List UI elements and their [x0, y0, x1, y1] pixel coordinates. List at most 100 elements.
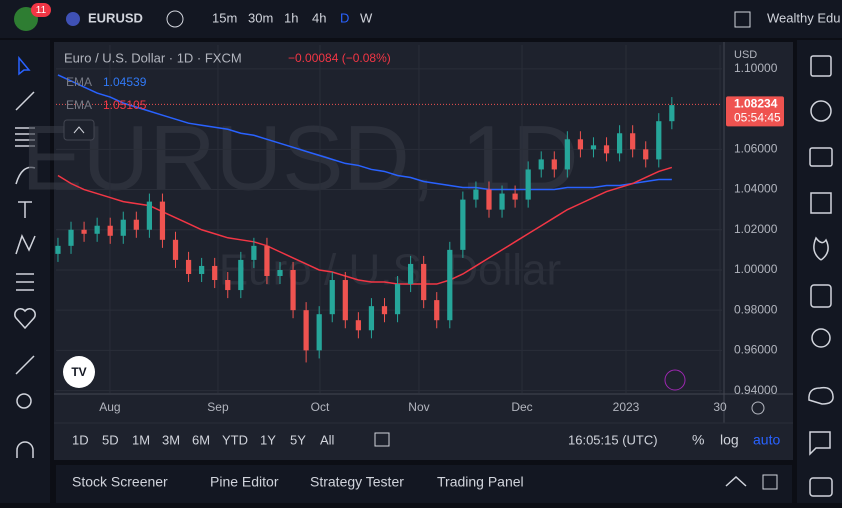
candle-body: [434, 300, 440, 321]
interval[interactable]: 30m: [248, 10, 273, 25]
price-label: 1.08234: [734, 97, 778, 111]
tool-icons: [14, 55, 36, 458]
candle-body: [225, 280, 231, 291]
candle-body: [564, 139, 570, 170]
candle-body: [538, 159, 544, 170]
candle-body: [133, 219, 139, 230]
candle-body: [603, 145, 610, 154]
candle-body: [447, 249, 453, 321]
watermark: EURUSD, 1D: [21, 107, 578, 209]
top-bar: [0, 0, 842, 38]
bottom-panel: [56, 465, 792, 503]
legend-name: EMA: [66, 98, 92, 112]
candle-body: [408, 263, 414, 285]
panel-tab[interactable]: Stock Screener: [72, 474, 168, 490]
candle-body: [316, 314, 322, 351]
checkbox[interactable]: [734, 11, 751, 28]
x-tick-label: Oct: [311, 400, 330, 414]
right-sidebar: [797, 40, 842, 503]
candle-body: [512, 193, 518, 200]
settings-icon[interactable]: [751, 401, 765, 415]
candle-body: [355, 320, 361, 331]
candle-body: [421, 263, 427, 301]
candle-body: [551, 159, 557, 170]
candle-body: [172, 239, 179, 260]
scale-option[interactable]: auto: [753, 432, 780, 448]
candle-body: [238, 259, 244, 291]
countdown: 05:54:45: [734, 111, 781, 125]
candle-body: [251, 245, 257, 260]
candle-body: [616, 133, 623, 154]
interval[interactable]: 15m: [212, 10, 237, 25]
candle-body: [185, 259, 192, 274]
date-range-icon[interactable]: [374, 432, 390, 447]
scale-option[interactable]: log: [720, 432, 739, 448]
range-button[interactable]: All: [320, 432, 335, 447]
panel-tab[interactable]: Trading Panel: [437, 474, 524, 490]
x-tick-label: Aug: [99, 400, 120, 414]
maximize-panel[interactable]: [762, 474, 778, 490]
y-tick-label: 1.10000: [734, 61, 778, 75]
panel-tab[interactable]: Strategy Tester: [310, 474, 404, 490]
candle-body: [94, 225, 100, 234]
y-tick-label: 1.04000: [734, 182, 778, 196]
y-tick-label: 1.06000: [734, 142, 778, 156]
candle-body: [146, 201, 153, 230]
price-change: −0.00084 (−0.08%): [288, 51, 391, 65]
range-button[interactable]: 1M: [132, 432, 150, 447]
x-tick-label: Dec: [511, 400, 532, 414]
legend-value: 1.04539: [103, 75, 147, 89]
candle-body: [669, 105, 675, 122]
candle-body: [303, 310, 309, 351]
logo: [63, 356, 95, 388]
range-button[interactable]: 1Y: [260, 432, 276, 447]
y-tick-label: 0.98000: [734, 302, 778, 316]
candle-body: [277, 269, 283, 276]
symbol[interactable]: EURUSD: [88, 10, 143, 25]
left-toolbar: [0, 40, 50, 503]
range-button[interactable]: 3M: [162, 432, 180, 447]
interval[interactable]: W: [360, 10, 373, 25]
x-tick-label: Sep: [207, 400, 229, 414]
candle-body: [368, 306, 375, 331]
panel-tab[interactable]: Pine Editor: [210, 474, 279, 490]
range-button[interactable]: 5Y: [290, 432, 306, 447]
interval[interactable]: D: [340, 10, 349, 25]
currency[interactable]: USD: [734, 49, 757, 61]
price-label-box: [726, 96, 784, 127]
candle-body: [643, 149, 649, 160]
signal-icon[interactable]: [664, 369, 686, 391]
range-button[interactable]: 5D: [102, 432, 119, 447]
candle-body: [81, 229, 87, 234]
y-tick-label: 1.02000: [734, 222, 778, 236]
x-tick-label: 30: [713, 400, 727, 414]
account[interactable]: Wealthy Edu: [767, 10, 840, 25]
sidebar-icons: [808, 55, 834, 497]
candle-body: [212, 265, 218, 281]
candle-body: [68, 229, 74, 246]
candle-body: [577, 139, 584, 150]
candle-body: [342, 280, 348, 321]
scale-option[interactable]: %: [692, 432, 704, 448]
chart-title: Euro / U.S. Dollar · 1D · FXCM: [64, 50, 242, 65]
candle-body: [394, 284, 401, 315]
candle-body: [656, 121, 662, 160]
interval[interactable]: 4h: [312, 10, 326, 25]
candle-body: [159, 201, 166, 240]
candle-body: [290, 269, 296, 311]
logo-mark: TV: [71, 365, 86, 379]
range-button[interactable]: 6M: [192, 432, 210, 447]
candle-body: [264, 245, 270, 276]
interval[interactable]: 1h: [284, 10, 298, 25]
expand-panel[interactable]: [725, 475, 747, 487]
add-symbol[interactable]: [166, 10, 184, 28]
collapse-legend[interactable]: [63, 119, 95, 141]
candle-body: [499, 193, 505, 210]
legend-value: 1.05105: [103, 98, 147, 112]
range-button[interactable]: YTD: [222, 432, 248, 447]
flag-icon: [66, 12, 80, 26]
range-button[interactable]: 1D: [72, 432, 89, 447]
candle-body: [473, 189, 479, 200]
